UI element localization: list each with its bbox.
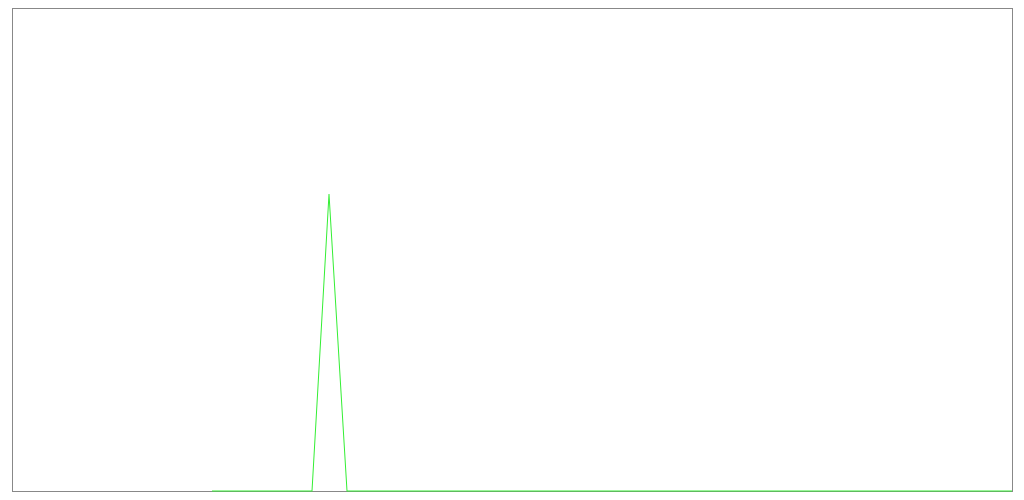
series-layer [212, 193, 1012, 492]
plot-frame [12, 8, 1013, 492]
series-line-1 [212, 193, 1012, 492]
